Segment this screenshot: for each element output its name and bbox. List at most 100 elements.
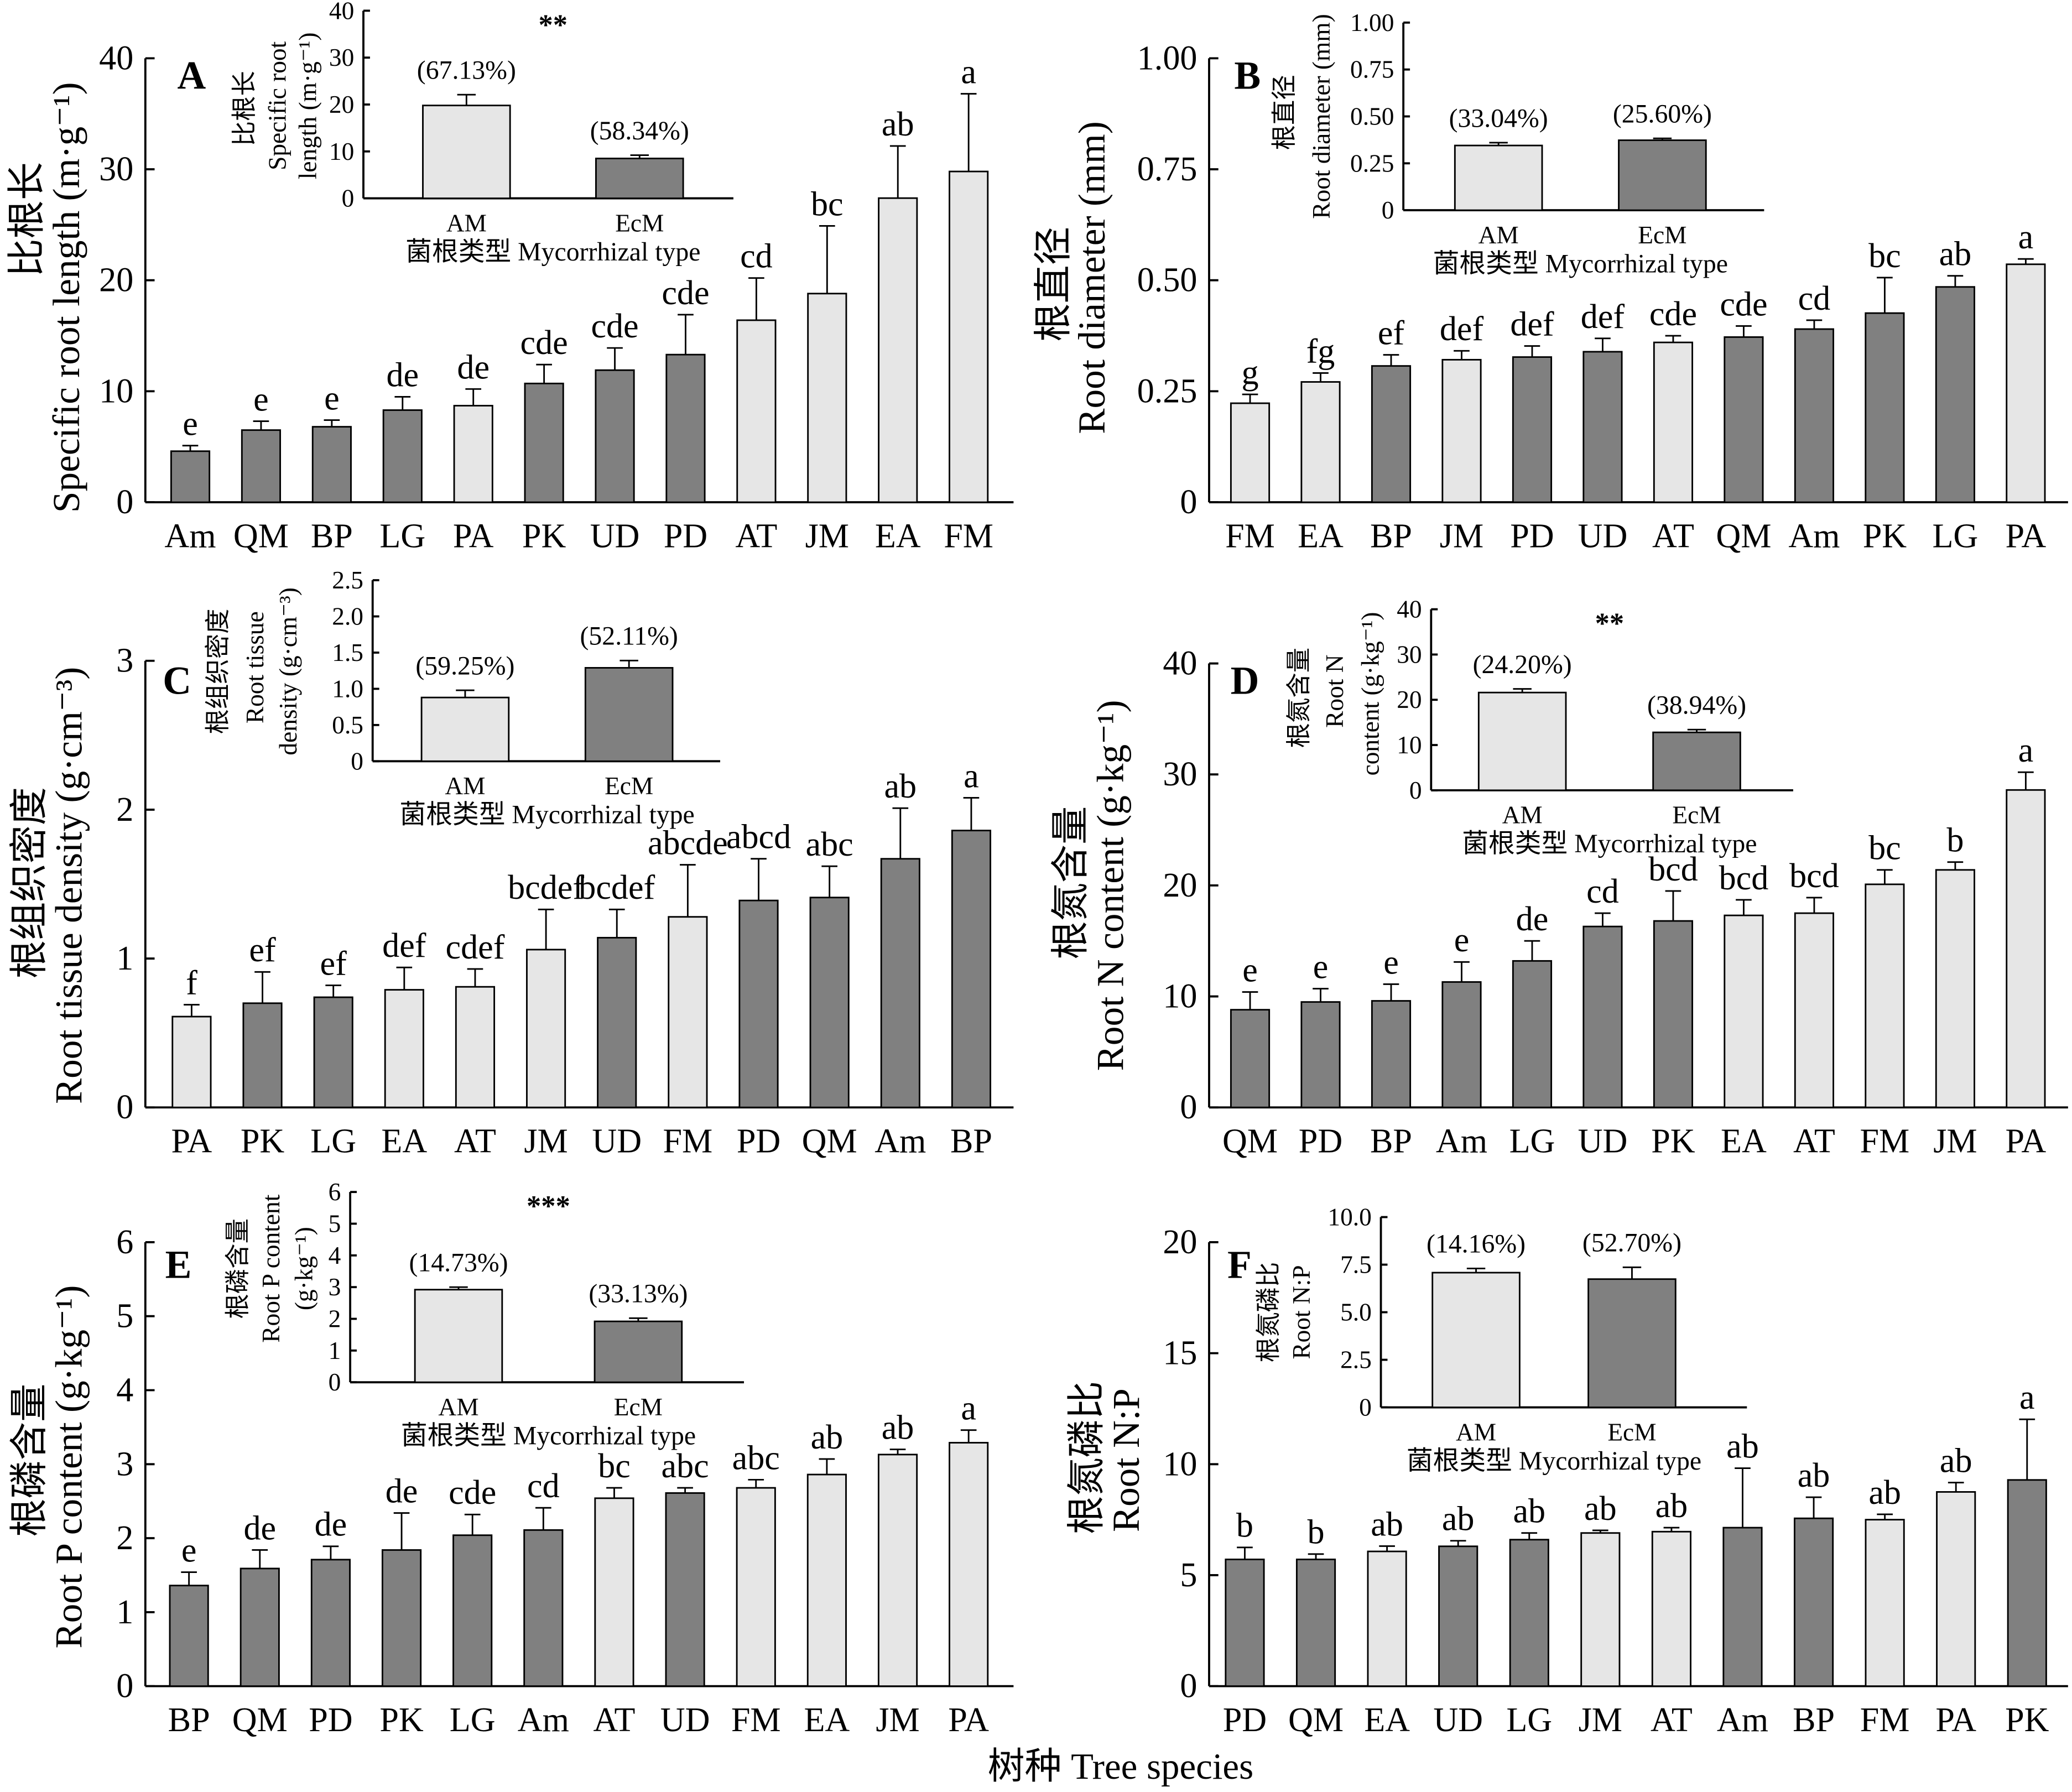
- panel-C-main-bar-JM: [526, 949, 566, 1108]
- panel-C-main-significance-letter-PK: ef: [249, 931, 276, 969]
- panel-F-inset-y-axis-label: 根氮磷比: [1254, 1262, 1282, 1363]
- panel-A-main-xtick-label-EA: EA: [875, 517, 921, 555]
- panel-E-main-ytick-label: 0: [116, 1668, 133, 1705]
- panel-E-inset-percentage-AM: (14.73%): [409, 1248, 508, 1277]
- panel-E-main-bar-BP: [169, 1585, 209, 1687]
- panel-B-main-bar-BP: [1371, 365, 1412, 503]
- panel-C-main-bar-EA: [384, 989, 424, 1108]
- panel-F-main-xtick-label-AT: AT: [1651, 1701, 1693, 1739]
- panel-D-main-xtick-label-BP: BP: [1370, 1122, 1412, 1160]
- panel-B-main-xtick-label-PD: PD: [1510, 517, 1554, 555]
- panel-E-inset-xtick-label-AM: AM: [438, 1393, 478, 1421]
- panel-D-letter: D: [1231, 659, 1259, 703]
- panel-A-main-significance-letter-PD: cde: [662, 274, 709, 312]
- panel-A-main-bar-BP: [311, 426, 352, 503]
- panel-E-group: 0 1 2 3 4 5 6 BP e QM de PD de PK de LG cde Am cd AT bc UD abc…: [8, 1178, 1014, 1739]
- panel-E-letter: E: [165, 1243, 192, 1287]
- panel-D-inset-ytick-label: 30: [1397, 640, 1422, 668]
- panel-E-main-xtick-label-BP: BP: [168, 1701, 210, 1739]
- panel-B-inset-percentage-EcM: (25.60%): [1613, 99, 1712, 128]
- panel-F-y-axis-label: 根氮磷比: [1065, 1381, 1107, 1534]
- panel-A-main-ytick-label: 20: [99, 262, 133, 299]
- panel-B-main-xtick-label-BP: BP: [1370, 517, 1412, 555]
- panel-E-inset-bar-AM: [414, 1289, 503, 1383]
- panel-A-inset-percentage-AM: (67.13%): [417, 55, 516, 85]
- panel-F-letter: F: [1227, 1243, 1252, 1287]
- panel-B-main-significance-letter-FM: g: [1241, 354, 1258, 392]
- panel-A-main-xtick-label-PA: PA: [453, 517, 494, 555]
- panel-C-inset-y-axis-label: density (g·cm⁻³): [274, 587, 302, 755]
- panel-B-letter: B: [1234, 53, 1261, 97]
- panel-D-main-bar-BP: [1371, 1000, 1412, 1108]
- panel-D-main-xtick-label-QM: QM: [1222, 1122, 1278, 1160]
- panel-B-main-bar-AT: [1653, 341, 1694, 503]
- panel-A-inset-percentage-EcM: (58.34%): [590, 116, 689, 145]
- panel-D-inset-xtick-label-AM: AM: [1502, 801, 1543, 829]
- panel-D-inset-bar-AM: [1477, 691, 1567, 791]
- panel-C-main-bar-BP: [951, 830, 992, 1108]
- panel-A-main-bar-EA: [878, 197, 918, 503]
- panel-A-main-significance-letter-UD: cde: [591, 308, 638, 345]
- panel-E-inset-significance-stars: ***: [527, 1190, 570, 1222]
- panel-F-main-significance-letter-PK: a: [2019, 1379, 2035, 1416]
- panel-D-inset-y-axis-label: content (g·kg⁻¹): [1356, 612, 1384, 776]
- panel-F-main-xtick-label-BP: BP: [1793, 1701, 1835, 1739]
- panel-E-main-significance-letter-FM: abc: [732, 1439, 780, 1477]
- panel-E-main-xtick-label-UD: UD: [660, 1701, 710, 1739]
- panel-D-main-bar-QM: [1230, 1009, 1271, 1108]
- panel-A-main-xtick-label-LG: LG: [379, 517, 425, 555]
- panel-B-main-significance-letter-EA: fg: [1306, 332, 1335, 370]
- panel-B-inset-bar-EcM: [1618, 139, 1707, 211]
- panel-D-main-xtick-label-JM: JM: [1933, 1122, 1977, 1160]
- panel-B-main-xtick-label-AT: AT: [1652, 517, 1694, 555]
- panel-B-inset-y-axis-label: 根直径: [1271, 75, 1298, 150]
- panel-B-main-bar-FM: [1230, 402, 1271, 503]
- panel-F-inset-percentage-EcM: (52.70%): [1582, 1228, 1681, 1258]
- panel-A-main-bar-JM: [807, 293, 847, 503]
- panel-E-main-bar-PA: [949, 1442, 989, 1687]
- figure-x-axis-label: 树种 Tree species: [988, 1746, 1253, 1787]
- panel-B-inset-percentage-AM: (33.04%): [1449, 103, 1548, 133]
- panel-E-main-ytick-label: 3: [116, 1445, 133, 1483]
- panel-C-main-significance-letter-PD: abcd: [726, 819, 791, 856]
- panel-B-main-bar-LG: [1935, 286, 1975, 503]
- panel-A-main-significance-letter-FM: a: [961, 53, 976, 91]
- panel-E-y-axis-label: Root P content (g·kg⁻¹): [48, 1285, 90, 1649]
- panel-B-main-bar-PA: [2006, 263, 2046, 503]
- panel-D-main-significance-letter-LG: de: [1516, 900, 1549, 938]
- panel-C-main-xtick-label-QM: QM: [802, 1122, 857, 1160]
- panel-B-inset-ytick-label: 0: [1382, 196, 1394, 224]
- panel-A-main-significance-letter-PA: de: [457, 348, 490, 386]
- panel-F-main-bar-FM: [1865, 1519, 1905, 1687]
- panel-B-main: 0 0.25 0.50 0.75 1.00 FM g EA fg BP ef JM def PD def UD…: [1137, 39, 2068, 555]
- panel-A-inset-x-axis-label: 菌根类型 Mycorrhizal type: [405, 237, 700, 267]
- panel-D-main-ytick-label: 30: [1163, 756, 1197, 793]
- panel-C-main-bar-Am: [880, 858, 920, 1108]
- panel-A-inset-ytick-label: 0: [342, 185, 355, 212]
- panel-E-main-significance-letter-PA: a: [961, 1390, 976, 1428]
- panel-F-main-bar-AT: [1651, 1530, 1691, 1687]
- panel-C-main-xtick-label-LG: LG: [310, 1122, 356, 1160]
- panel-F-inset-percentage-AM: (14.16%): [1427, 1230, 1526, 1259]
- panel-F-main-bar-PA: [1936, 1491, 1976, 1687]
- panel-C-inset-percentage-EcM: (52.11%): [580, 622, 678, 651]
- panel-F-inset: 0 2.5 5.0 7.5 10.0 AM (14.16%) EcM (52.70%) 菌根类型 …: [1254, 1204, 1747, 1476]
- panel-E-main: 0 1 2 3 4 5 6 BP e QM de PD de PK de LG cde Am cd AT bc UD abc…: [116, 1223, 1014, 1739]
- panel-E-main-xtick-label-PA: PA: [948, 1701, 989, 1739]
- panel-D-inset-ytick-label: 20: [1397, 686, 1422, 713]
- panel-B-main-bar-JM: [1441, 358, 1482, 503]
- panel-D-y-axis-label: 根氮含量: [1049, 806, 1092, 960]
- panel-B-inset-x-axis-label: 菌根类型 Mycorrhizal type: [1433, 249, 1728, 278]
- panel-B-main-significance-letter-PK: bc: [1868, 237, 1901, 275]
- panel-E-main-ytick-label: 2: [116, 1519, 133, 1557]
- panel-F-main-bar-EA: [1367, 1550, 1407, 1687]
- panel-E-main-significance-letter-AT: bc: [598, 1447, 631, 1485]
- panel-C-main-bar-PA: [171, 1015, 212, 1108]
- panel-E-main-significance-letter-Am: cd: [527, 1467, 560, 1505]
- panel-C-main-significance-letter-EA: def: [382, 927, 426, 965]
- panel-E-inset-y-axis-label: (g·kg⁻¹): [290, 1227, 317, 1310]
- panel-E-inset-ytick-label: 4: [329, 1242, 341, 1269]
- panel-C-main-significance-letter-BP: a: [964, 757, 979, 795]
- panel-C-main-xtick-label-UD: UD: [592, 1122, 642, 1160]
- panel-A-main-significance-letter-PK: cde: [520, 324, 568, 362]
